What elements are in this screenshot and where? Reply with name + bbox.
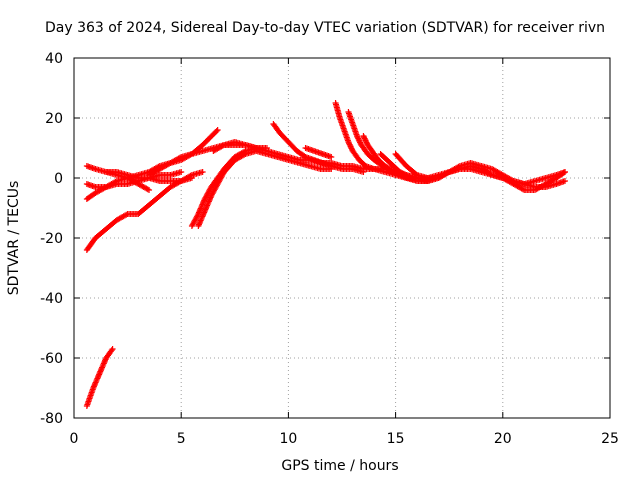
data-point	[144, 186, 151, 193]
y-tick-label: -20	[40, 231, 63, 247]
y-tick-label: -80	[40, 411, 63, 427]
y-tick-label: 40	[45, 51, 63, 67]
data-point	[108, 347, 115, 354]
y-tick-label: -40	[40, 291, 63, 307]
data-point	[178, 169, 185, 175]
y-axis-label: SDTVAR / TECUs	[6, 181, 22, 296]
x-tick-label: 5	[177, 431, 186, 447]
data-point	[328, 154, 335, 160]
data-point	[219, 142, 226, 149]
x-tick-label: 25	[601, 431, 619, 447]
axis-ticks: 0 5 10 15 20 25 -80 -60 -40 -20 0 20 40	[40, 51, 619, 447]
data-point	[109, 346, 116, 352]
data-point	[194, 212, 201, 219]
data-point	[241, 151, 248, 158]
y-tick-label: 0	[54, 171, 63, 187]
data-points	[83, 100, 568, 409]
chart-title: Day 363 of 2024, Sidereal Day-to-day VTE…	[45, 20, 605, 36]
series-arc-low	[83, 346, 116, 409]
series-arc-j	[270, 121, 367, 175]
data-point	[444, 169, 451, 176]
data-point	[188, 175, 195, 181]
grid	[74, 58, 610, 418]
x-tick-label: 20	[494, 431, 512, 447]
series-arc-q	[403, 166, 568, 187]
data-point	[123, 211, 130, 218]
data-point	[561, 169, 568, 175]
x-tick-label: 10	[279, 431, 297, 447]
data-point	[519, 186, 526, 193]
data-point	[146, 187, 153, 193]
data-point	[199, 169, 206, 175]
data-point	[213, 128, 220, 135]
series-arc-e	[103, 169, 195, 184]
series-arc-k	[302, 145, 335, 160]
data-point	[561, 178, 568, 184]
data-point	[301, 153, 308, 160]
series-arc-b	[83, 127, 221, 202]
data-point	[176, 154, 183, 161]
x-tick-label: 15	[387, 431, 405, 447]
data-point	[360, 169, 367, 175]
data-point	[214, 127, 221, 133]
x-axis-label: GPS time / hours	[281, 458, 398, 474]
y-tick-label: 20	[45, 111, 63, 127]
y-tick-label: -60	[40, 351, 63, 367]
x-tick-label: 0	[70, 431, 79, 447]
